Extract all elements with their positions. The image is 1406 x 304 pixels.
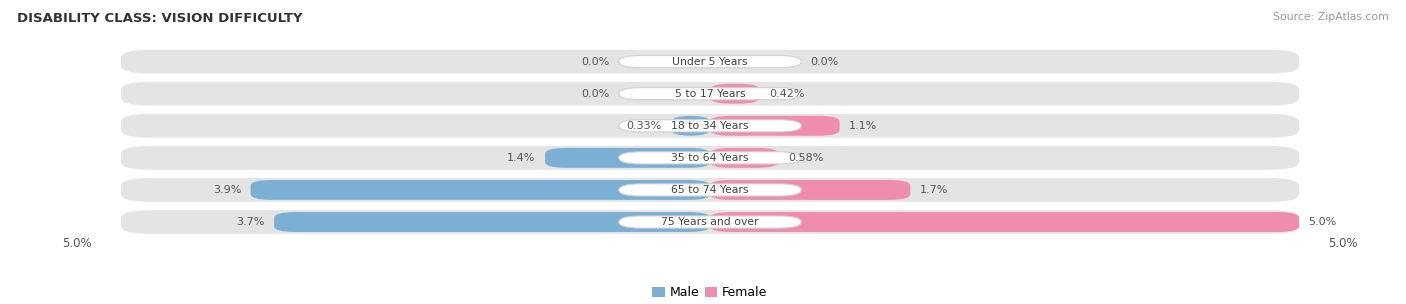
- Text: 5 to 17 Years: 5 to 17 Years: [675, 89, 745, 99]
- Text: 0.0%: 0.0%: [581, 57, 609, 67]
- FancyBboxPatch shape: [671, 116, 710, 136]
- Text: 75 Years and over: 75 Years and over: [661, 217, 759, 227]
- FancyBboxPatch shape: [121, 146, 1299, 170]
- FancyBboxPatch shape: [250, 180, 710, 200]
- Text: 0.33%: 0.33%: [627, 121, 662, 131]
- FancyBboxPatch shape: [710, 84, 759, 104]
- Legend: Male, Female: Male, Female: [648, 281, 772, 304]
- FancyBboxPatch shape: [121, 50, 1299, 74]
- FancyBboxPatch shape: [619, 184, 801, 196]
- Text: 0.0%: 0.0%: [811, 57, 839, 67]
- Text: 5.0%: 5.0%: [1329, 237, 1358, 250]
- FancyBboxPatch shape: [710, 212, 1299, 232]
- Text: 5.0%: 5.0%: [1309, 217, 1337, 227]
- FancyBboxPatch shape: [619, 216, 801, 228]
- Text: Source: ZipAtlas.com: Source: ZipAtlas.com: [1274, 12, 1389, 22]
- FancyBboxPatch shape: [546, 148, 710, 168]
- FancyBboxPatch shape: [619, 152, 801, 164]
- Text: Under 5 Years: Under 5 Years: [672, 57, 748, 67]
- Text: 18 to 34 Years: 18 to 34 Years: [671, 121, 749, 131]
- Text: 3.9%: 3.9%: [212, 185, 242, 195]
- FancyBboxPatch shape: [710, 148, 779, 168]
- FancyBboxPatch shape: [121, 82, 1299, 105]
- FancyBboxPatch shape: [121, 210, 1299, 234]
- Text: 1.4%: 1.4%: [508, 153, 536, 163]
- Text: 0.58%: 0.58%: [787, 153, 823, 163]
- Text: 0.42%: 0.42%: [769, 89, 804, 99]
- Text: 35 to 64 Years: 35 to 64 Years: [671, 153, 749, 163]
- Text: 1.1%: 1.1%: [849, 121, 877, 131]
- Text: 0.0%: 0.0%: [581, 89, 609, 99]
- FancyBboxPatch shape: [619, 120, 801, 132]
- Text: DISABILITY CLASS: VISION DIFFICULTY: DISABILITY CLASS: VISION DIFFICULTY: [17, 12, 302, 25]
- Text: 3.7%: 3.7%: [236, 217, 264, 227]
- Text: 1.7%: 1.7%: [920, 185, 948, 195]
- Text: 5.0%: 5.0%: [62, 237, 91, 250]
- Text: 65 to 74 Years: 65 to 74 Years: [671, 185, 749, 195]
- FancyBboxPatch shape: [121, 178, 1299, 202]
- FancyBboxPatch shape: [710, 180, 910, 200]
- FancyBboxPatch shape: [121, 114, 1299, 138]
- FancyBboxPatch shape: [274, 212, 710, 232]
- FancyBboxPatch shape: [619, 56, 801, 68]
- FancyBboxPatch shape: [710, 116, 839, 136]
- FancyBboxPatch shape: [619, 88, 801, 100]
